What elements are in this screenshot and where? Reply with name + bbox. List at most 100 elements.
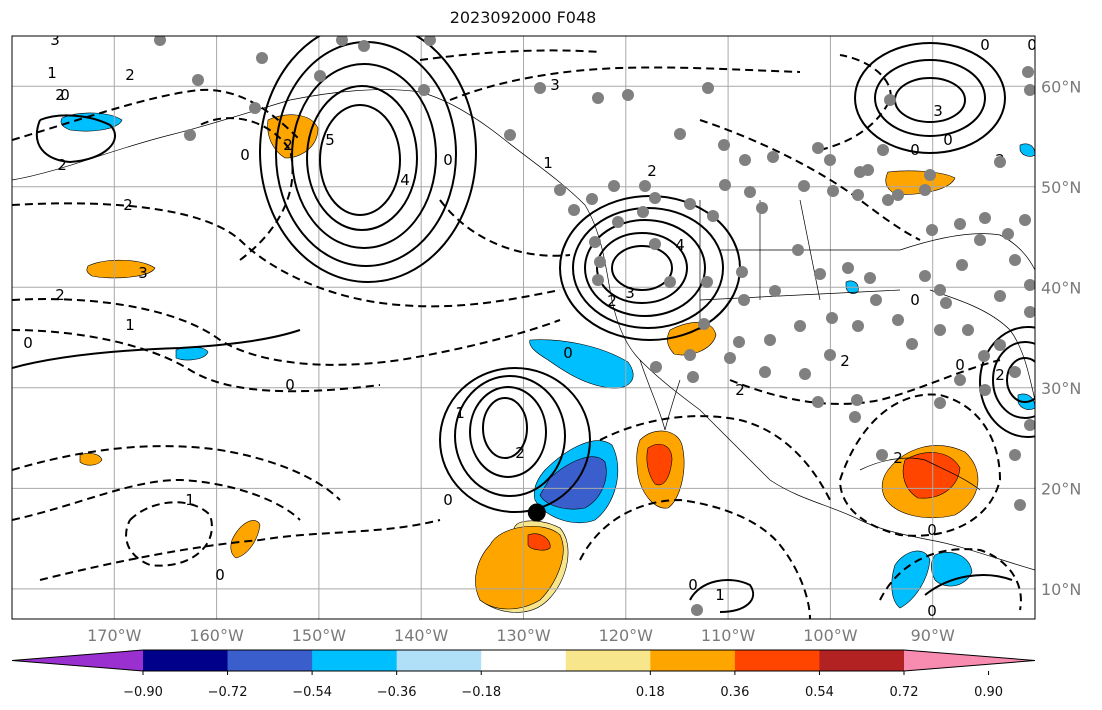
station-dot [586, 193, 598, 205]
negative-contour [839, 393, 1002, 537]
station-dot [1024, 419, 1035, 431]
station-dot [864, 272, 876, 284]
coastline [699, 199, 901, 330]
contour-label: 2 [735, 381, 745, 399]
station-dot [767, 151, 779, 163]
negative-contour [699, 119, 921, 241]
station-dot [256, 52, 268, 64]
station-dot [589, 236, 601, 248]
station-dot [702, 82, 714, 94]
station-dot [934, 324, 946, 336]
contour-label: 1 [125, 316, 135, 334]
negative-contour [599, 415, 831, 501]
positive-contour [12, 329, 301, 369]
station-dot [934, 397, 946, 409]
station-dot [842, 262, 854, 274]
colorbar-segment [650, 650, 736, 671]
station-dot [637, 206, 649, 218]
lat-tick-label: 40°N [1041, 278, 1081, 297]
station-dot [719, 179, 731, 191]
lon-tick-label: 120°W [599, 626, 654, 645]
anomaly-region [527, 533, 551, 551]
station-dot [934, 284, 946, 296]
colorbar-segment [143, 650, 229, 671]
station-dot [827, 185, 839, 197]
station-dot [978, 350, 990, 362]
positive-contour [611, 245, 673, 291]
contour-label: 3 [550, 76, 560, 94]
colorbar-segment [819, 650, 905, 671]
station-dot [1019, 214, 1031, 226]
station-dot [954, 218, 966, 230]
contour-label: 0 [927, 602, 937, 620]
contour-label: 0 [60, 86, 70, 104]
contour-label: 0 [240, 146, 250, 164]
station-dot [919, 184, 931, 196]
station-dot [707, 210, 719, 222]
positive-contour [584, 219, 706, 317]
station-dot [674, 128, 686, 140]
station-dot [870, 294, 882, 306]
station-dot [974, 234, 986, 246]
station-dot [824, 154, 836, 166]
station-dot [418, 84, 430, 96]
coastline [639, 359, 681, 431]
station-dot [733, 336, 745, 348]
colorbar-tick-label: 0.54 [805, 685, 834, 700]
station-dot [664, 276, 676, 288]
colorbar-tick-label: 0.72 [890, 685, 919, 700]
station-dot [608, 180, 620, 192]
station-dot [877, 144, 889, 156]
station-dot [691, 604, 703, 616]
contour-label: 0 [23, 334, 33, 352]
colorbar-extend-low [12, 650, 143, 671]
coastline [899, 233, 1035, 271]
station-dot [756, 202, 768, 214]
contour-label: 2 [123, 196, 133, 214]
station-dot [424, 36, 436, 46]
contour-label: 5 [325, 131, 335, 149]
positive-contour [689, 579, 755, 613]
lon-tick-label: 170°W [87, 626, 142, 645]
station-dot [718, 139, 730, 151]
axis-tick-labels: 170°W 160°W 150°W 140°W 130°W 120°W 110°W 100°W… [87, 77, 1081, 645]
station-dot [794, 320, 806, 332]
colorbar-segment [312, 650, 398, 671]
station-dot [154, 36, 166, 46]
contour-label: 2 [55, 286, 65, 304]
station-dot [814, 268, 826, 280]
contour-label: 2 [893, 449, 903, 467]
station-dot [358, 40, 370, 52]
lat-tick-label: 60°N [1041, 77, 1081, 96]
station-dot [314, 70, 326, 82]
station-dot [962, 324, 974, 336]
colorbar-segment [481, 650, 567, 671]
station-dot [592, 274, 604, 286]
negative-contour [729, 359, 1001, 405]
station-dot [684, 198, 696, 210]
station-dot [759, 366, 771, 378]
station-dot [554, 184, 566, 196]
contour-lines: 2202210010354002120024232202000130022013… [12, 36, 1035, 620]
station-dot [1024, 279, 1035, 291]
negative-contour [125, 501, 213, 567]
station-dot [882, 194, 894, 206]
station-dot [764, 334, 776, 346]
station-dot [736, 266, 748, 278]
positive-contour [1006, 357, 1035, 403]
station-dot [649, 192, 661, 204]
station-dot [954, 374, 966, 386]
contour-label: 0 [443, 151, 453, 169]
station-markers [154, 36, 1035, 616]
station-dot [1009, 366, 1021, 378]
positive-contour [482, 397, 528, 459]
storm-center-marker [527, 503, 546, 522]
station-dot [926, 224, 938, 236]
negative-contour [12, 298, 561, 366]
colorbar-segment [565, 650, 651, 671]
contour-label: 1 [455, 404, 465, 422]
station-dot [994, 290, 1006, 302]
station-dot [892, 189, 904, 201]
contour-label: 2 [515, 444, 525, 462]
